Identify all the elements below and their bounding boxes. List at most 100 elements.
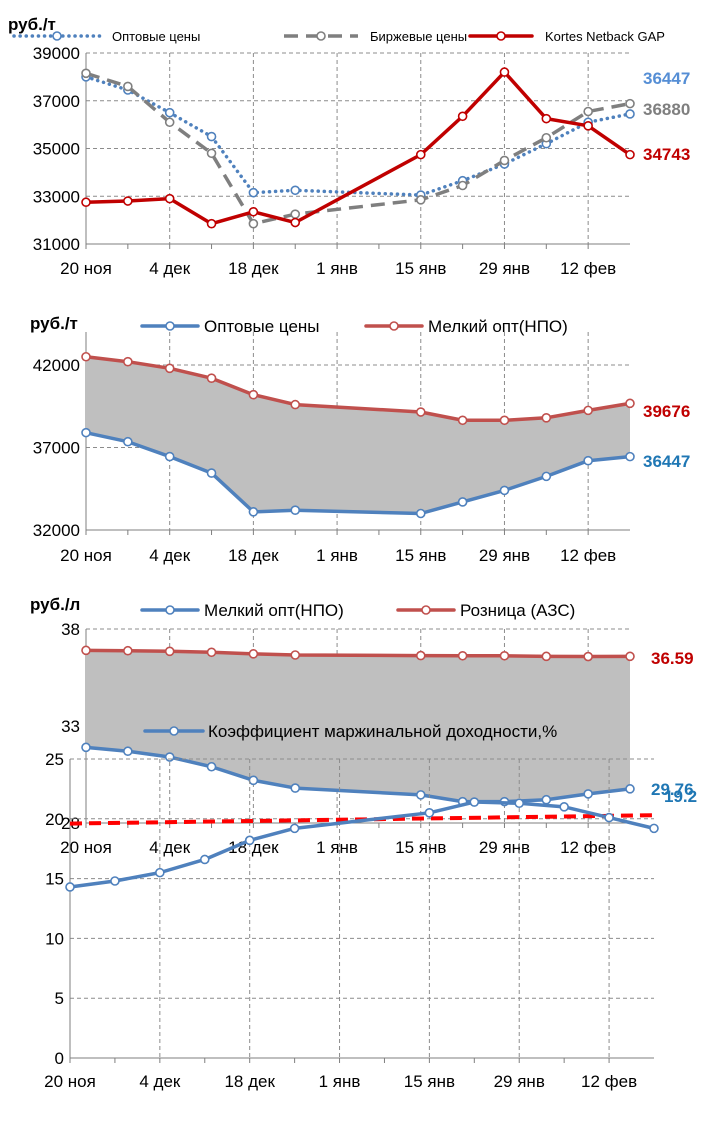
data-point xyxy=(499,67,510,77)
data-point xyxy=(123,436,133,447)
x-tick-label: 15 янв xyxy=(395,259,446,278)
chart-4: 0 5 10 15 20 25 20 ноя 4 дек 18 дек 1 янв 15 янв 29… xyxy=(44,722,697,1091)
data-point xyxy=(206,131,217,142)
x-tick-label: 1 янв xyxy=(319,1072,361,1091)
data-point xyxy=(289,823,300,834)
legend-swatch-marker xyxy=(169,726,179,736)
legend-swatch-marker xyxy=(316,31,326,41)
data-point xyxy=(541,412,552,423)
series-line-1 xyxy=(68,800,656,889)
data-point xyxy=(583,789,593,799)
data-point xyxy=(199,854,210,865)
data-point xyxy=(164,193,175,204)
y-tick-label: 0 xyxy=(55,1049,64,1068)
legend-swatch-marker xyxy=(389,321,399,331)
x-tick-label: 12 фев xyxy=(581,1072,637,1091)
y-tick-label: 33 xyxy=(61,717,80,736)
data-point xyxy=(415,790,426,800)
data-point xyxy=(625,451,635,462)
data-point xyxy=(424,808,435,818)
x-tick-label: 20 ноя xyxy=(60,838,112,857)
data-point xyxy=(81,645,91,656)
data-point xyxy=(290,505,301,516)
y-tick-label: 25 xyxy=(45,750,64,769)
end-value-label: 36.59 xyxy=(651,649,694,668)
x-tick-label: 29 янв xyxy=(494,1072,545,1091)
x-tick-label: 4 дек xyxy=(149,838,191,857)
unit-label: руб./т xyxy=(8,15,56,34)
legend-label: Мелкий опт(НПО) xyxy=(204,601,344,620)
legend-label: Оптовые цены xyxy=(204,317,320,336)
data-point xyxy=(583,121,593,131)
legend-label: Розница (АЗС) xyxy=(460,601,575,620)
y-tick-label: 31000 xyxy=(33,235,80,254)
data-point xyxy=(415,508,426,519)
data-point xyxy=(499,650,510,661)
data-point xyxy=(457,111,468,122)
data-point xyxy=(65,882,75,892)
data-point xyxy=(248,187,259,198)
legend-swatch-marker xyxy=(165,321,175,331)
data-point xyxy=(559,802,569,812)
data-point xyxy=(248,218,259,229)
x-tick-label: 15 янв xyxy=(395,546,446,565)
data-point xyxy=(81,68,91,79)
data-point xyxy=(625,784,635,794)
data-point xyxy=(123,81,133,92)
data-point xyxy=(415,650,426,661)
data-point xyxy=(499,415,510,426)
legend-swatch-marker xyxy=(52,31,62,41)
data-point xyxy=(206,761,217,772)
x-tick-label: 1 янв xyxy=(316,838,358,857)
legend-label: Биржевые цены xyxy=(370,29,467,44)
x-tick-label: 18 дек xyxy=(224,1072,275,1091)
end-value-label: 29.76 xyxy=(651,780,694,799)
data-point xyxy=(164,646,175,657)
data-point xyxy=(541,113,552,124)
data-point xyxy=(415,407,426,417)
x-tick-label: 1 янв xyxy=(316,259,358,278)
series-line-1 xyxy=(84,745,632,804)
data-point xyxy=(583,405,593,416)
end-value-label: 19.2 xyxy=(664,787,697,806)
y-tick-label: 42000 xyxy=(33,356,80,375)
series-line-2 xyxy=(84,355,632,423)
data-point xyxy=(81,197,91,208)
data-point xyxy=(625,98,635,109)
x-tick-label: 18 дек xyxy=(228,259,279,278)
data-point xyxy=(290,783,301,793)
y-tick-label: 10 xyxy=(45,929,64,948)
chart-2: 32000 37000 42000 20 ноя 4 дек 18 дек 1 янв 15 … xyxy=(30,314,690,565)
spread-fill xyxy=(86,650,630,802)
data-point xyxy=(123,356,133,367)
x-tick-label: 20 ноя xyxy=(60,546,112,565)
data-point xyxy=(541,794,552,805)
data-point xyxy=(244,835,255,846)
legend: Оптовые цены Мелкий опт(НПО) xyxy=(140,317,568,336)
x-tick-label: 4 дек xyxy=(149,259,191,278)
data-point xyxy=(457,180,468,191)
data-point xyxy=(499,155,510,166)
data-point xyxy=(457,497,468,507)
x-tick-label: 4 дек xyxy=(149,546,191,565)
data-point xyxy=(541,471,552,482)
data-point xyxy=(248,507,259,517)
data-point xyxy=(206,468,217,478)
y-tick-label: 39000 xyxy=(33,44,80,63)
data-point xyxy=(206,148,217,159)
data-point xyxy=(457,650,468,661)
data-point xyxy=(248,389,259,400)
data-point xyxy=(206,647,217,658)
end-value-label: 39676 xyxy=(643,402,690,421)
data-point xyxy=(499,485,510,496)
data-point xyxy=(164,117,175,128)
y-tick-label: 37000 xyxy=(33,439,80,458)
x-tick-label: 20 ноя xyxy=(44,1072,96,1091)
data-point xyxy=(123,645,133,656)
x-tick-label: 4 дек xyxy=(139,1072,181,1091)
x-tick-label: 20 ноя xyxy=(60,259,112,278)
data-point xyxy=(248,649,259,659)
legend-label: Kortes Netback GAP xyxy=(545,29,665,44)
